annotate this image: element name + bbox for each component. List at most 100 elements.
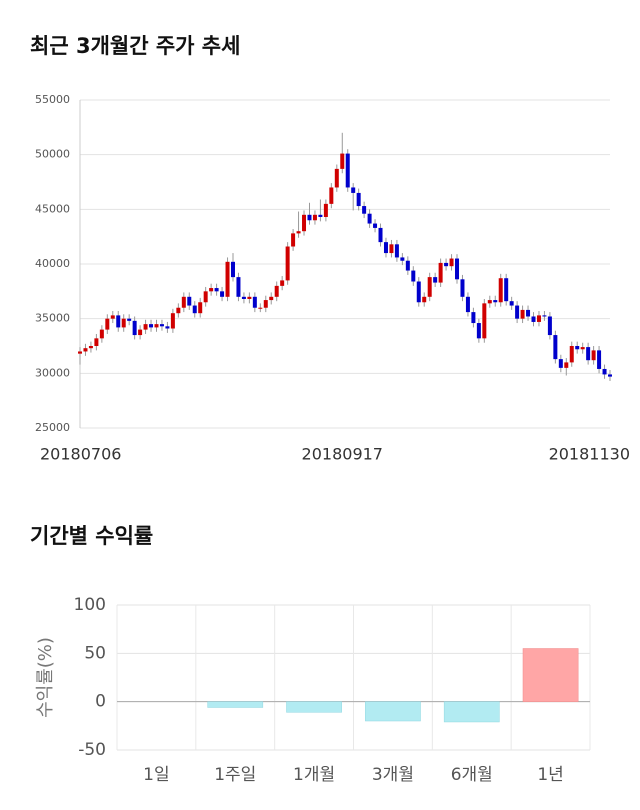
candle-body [455, 258, 460, 280]
candle-body [116, 315, 121, 328]
candle-body [110, 315, 115, 319]
y-tick-label: 40000 [35, 257, 70, 270]
candle-body [132, 320, 137, 336]
y-tick-label: 100 [74, 595, 106, 615]
candle-body [285, 246, 290, 281]
candle-body [165, 326, 170, 329]
bar [207, 701, 264, 708]
candle-body [411, 270, 416, 282]
x-tick-label: 20180917 [302, 445, 383, 464]
candle-body [356, 192, 361, 207]
x-tick-label: 1일 [143, 765, 169, 785]
candle-body [422, 296, 427, 303]
x-tick-label: 1개월 [293, 765, 335, 785]
candle-body [427, 277, 432, 297]
candle-body [323, 203, 328, 217]
candle-body [302, 214, 307, 232]
y-tick-label: 55000 [35, 93, 70, 106]
candle-body [580, 347, 585, 350]
candle-body [531, 316, 536, 322]
candle-body [220, 291, 225, 297]
candle-body [460, 279, 465, 297]
candle-body [263, 300, 268, 308]
candle-body [214, 288, 219, 292]
candle-body [181, 296, 186, 308]
candle-body [416, 281, 421, 303]
candle-body [591, 350, 596, 361]
candle-body [493, 300, 498, 303]
candle-body [569, 346, 574, 363]
bar [443, 701, 500, 723]
candle-body [127, 318, 132, 321]
candle-body [602, 368, 607, 375]
candle-body [247, 296, 252, 299]
candle-body [438, 262, 443, 283]
candle-body [608, 374, 612, 377]
candle-body [400, 257, 405, 261]
y-tick-label: 30000 [35, 366, 70, 379]
x-tick-label: 20180706 [40, 445, 121, 464]
candle-body [547, 316, 552, 336]
candle-body [389, 244, 394, 254]
y-tick-label: 35000 [35, 312, 70, 325]
candle-body [536, 315, 541, 322]
candle-body [367, 213, 372, 224]
y-tick-label: 0 [95, 692, 106, 712]
candle-body [159, 324, 164, 327]
x-tick-label: 1년 [537, 765, 563, 785]
candle-body [154, 324, 159, 328]
x-tick-label: 20181130 [549, 445, 630, 464]
y-tick-label: 50000 [35, 148, 70, 161]
candle-body [405, 260, 410, 271]
candle-body [280, 280, 285, 286]
candle-body [509, 301, 514, 306]
candle-body [553, 335, 558, 360]
candle-body [176, 307, 181, 314]
candle-body [465, 296, 470, 313]
candle-body [209, 288, 214, 292]
candle-body [487, 300, 492, 304]
candle-body [351, 187, 356, 193]
candle-body [230, 261, 235, 278]
y-tick-label: 45000 [35, 202, 70, 215]
candle-body [383, 242, 388, 254]
candle-body [149, 324, 154, 328]
candle-body [241, 296, 246, 299]
y-axis-label: 수익률(%) [35, 637, 56, 718]
candle-body [192, 305, 197, 314]
candle-body [143, 324, 148, 330]
candle-body [258, 307, 263, 309]
candle-body [274, 285, 279, 297]
candle-body [334, 168, 339, 188]
y-tick-label: 50 [84, 643, 106, 663]
candle-body [373, 223, 378, 228]
y-tick-label: 25000 [35, 421, 70, 434]
candle-body [482, 303, 487, 339]
candle-body [558, 359, 563, 368]
candle-body [78, 351, 82, 354]
candle-body [312, 214, 317, 221]
candle-body [526, 309, 531, 317]
candle-body [378, 227, 383, 243]
candle-body [83, 348, 88, 352]
candle-body [187, 296, 192, 306]
candle-body [345, 153, 350, 188]
candle-body [362, 206, 367, 214]
candle-body [504, 278, 509, 302]
candle-body [498, 278, 503, 303]
candle-body [597, 350, 602, 369]
candle-body [225, 261, 230, 297]
x-tick-label: 3개월 [372, 765, 414, 785]
candle-body [520, 309, 525, 319]
x-tick-label: 6개월 [451, 765, 493, 785]
candle-body [444, 262, 449, 267]
candle-body [138, 329, 143, 336]
candle-body [252, 296, 257, 308]
candle-body [198, 302, 203, 314]
candle-body [575, 346, 580, 350]
bar [365, 701, 421, 722]
chart-title: 기간별 수익률 [30, 524, 153, 548]
candle-body [471, 312, 476, 324]
